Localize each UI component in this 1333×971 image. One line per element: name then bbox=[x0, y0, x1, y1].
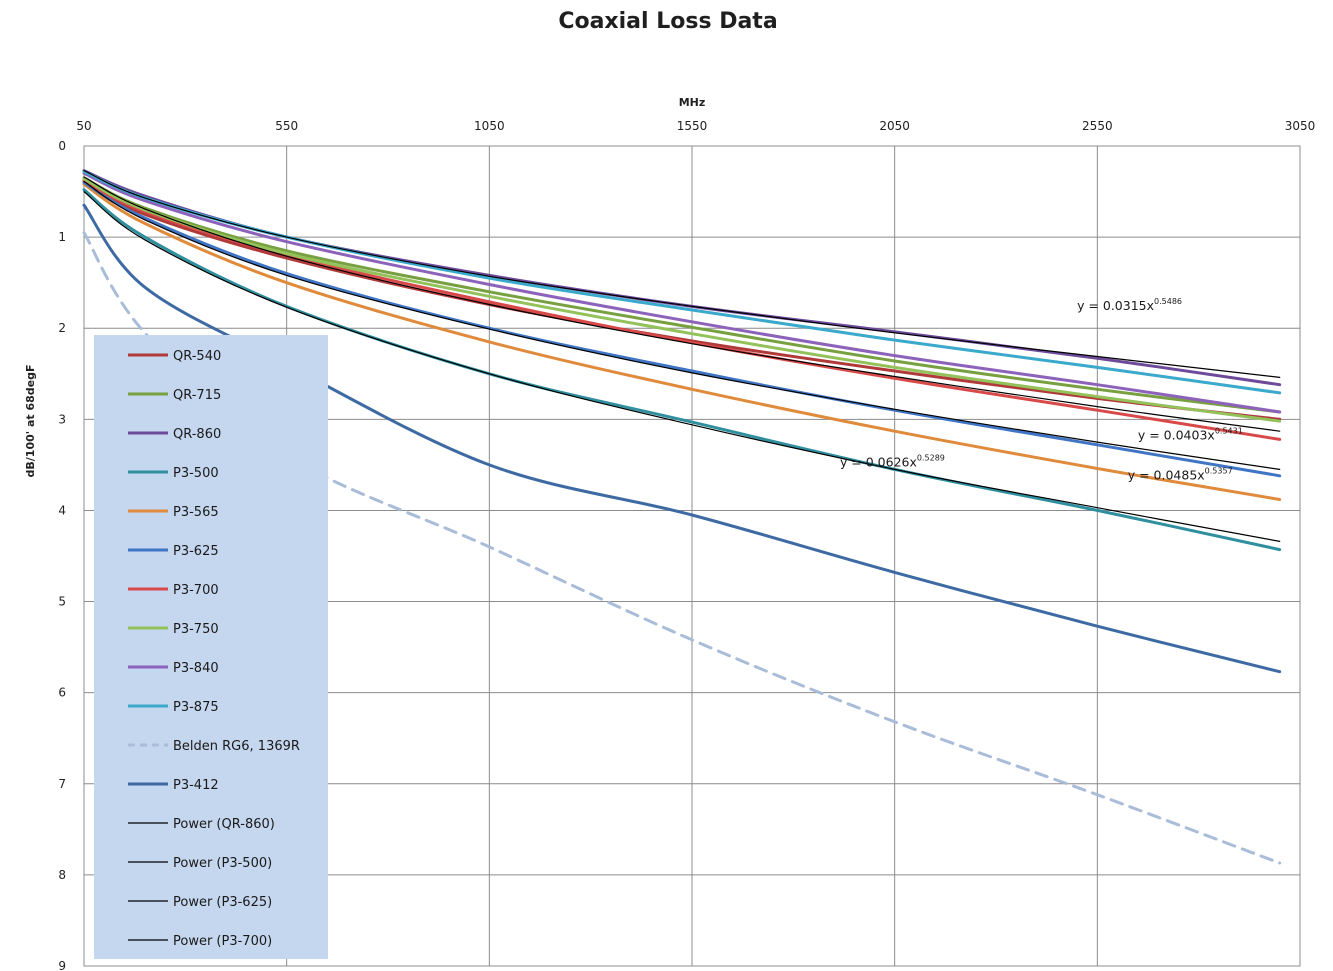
legend-label-power-p3-500: Power (P3-500) bbox=[173, 856, 272, 871]
x-tick-label: 1550 bbox=[677, 119, 708, 133]
y-tick-label: 7 bbox=[58, 777, 66, 791]
y-tick-label: 0 bbox=[58, 139, 66, 153]
legend-label-power-p3-700: Power (P3-700) bbox=[173, 934, 272, 949]
series-line-belden-rg6-1369r bbox=[82, 231, 1282, 865]
trendline-equation: y = 0.0403x0.5431 bbox=[1138, 426, 1243, 442]
trendline-equation: y = 0.0626x0.5289 bbox=[840, 454, 945, 470]
legend-label-belden-rg6-1369r: Belden RG6, 1369R bbox=[173, 739, 300, 754]
legend: QR-540 QR-715 QR-860 P3-500 P3-565 P3-625 P3-7… bbox=[94, 335, 328, 959]
y-tick-label: 8 bbox=[58, 868, 66, 882]
series-line-power-qr-860 bbox=[83, 170, 1281, 378]
series-line-p3-625 bbox=[82, 180, 1282, 478]
trendline-equation: y = 0.0485x0.5357 bbox=[1128, 466, 1233, 482]
y-tick-label: 1 bbox=[58, 230, 66, 244]
x-tick-label: 3050 bbox=[1285, 119, 1316, 133]
x-tick-label: 1050 bbox=[474, 119, 505, 133]
y-tick-label: 9 bbox=[58, 959, 66, 971]
legend-label-qr-715: QR-715 bbox=[173, 388, 221, 403]
legend-label-qr-860: QR-860 bbox=[173, 427, 221, 442]
legend-label-qr-540: QR-540 bbox=[173, 349, 221, 364]
legend-label-power-p3-625: Power (P3-625) bbox=[173, 895, 272, 910]
legend-label-p3-750: P3-750 bbox=[173, 622, 219, 637]
x-axis-title: MHz bbox=[679, 96, 706, 109]
axis-ticks: 50 550 1050 1550 2050 2550 3050 0 1 2 3 4 5 6 7 8 9 bbox=[58, 119, 1315, 971]
chart-title: Coaxial Loss Data bbox=[558, 9, 777, 34]
legend-label-p3-565: P3-565 bbox=[173, 505, 219, 520]
series-line-p3-412 bbox=[82, 203, 1282, 674]
series-line-p3-565 bbox=[82, 182, 1282, 501]
x-tick-label: 50 bbox=[76, 119, 91, 133]
y-tick-label: 3 bbox=[58, 412, 66, 426]
legend-label-power-qr-860: Power (QR-860) bbox=[173, 817, 275, 832]
legend-label-p3-500: P3-500 bbox=[173, 466, 219, 481]
legend-box bbox=[94, 335, 328, 959]
x-tick-label: 2550 bbox=[1082, 119, 1113, 133]
series-line-power-p3-625 bbox=[83, 180, 1281, 470]
legend-label-p3-840: P3-840 bbox=[173, 661, 219, 676]
series-line-power-p3-700 bbox=[83, 176, 1281, 432]
series-line-power-p3-500 bbox=[83, 191, 1281, 542]
y-tick-label: 6 bbox=[58, 686, 66, 700]
x-tick-label: 550 bbox=[275, 119, 298, 133]
series-line-p3-750 bbox=[82, 177, 1282, 423]
y-tick-label: 4 bbox=[58, 503, 66, 517]
trendline-equation: y = 0.0315x0.5486 bbox=[1077, 297, 1182, 313]
series-lines bbox=[82, 169, 1282, 865]
legend-label-p3-875: P3-875 bbox=[173, 700, 219, 715]
series-line-p3-840 bbox=[82, 171, 1282, 414]
y-tick-label: 2 bbox=[58, 321, 66, 335]
trendline-equations: y = 0.0315x0.5486 y = 0.0403x0.5431 y = 0.… bbox=[840, 297, 1243, 482]
legend-label-p3-625: P3-625 bbox=[173, 544, 219, 559]
legend-label-p3-700: P3-700 bbox=[173, 583, 219, 598]
y-tick-label: 5 bbox=[58, 595, 66, 609]
series-line-qr-715 bbox=[82, 176, 1282, 414]
series-line-p3-500 bbox=[82, 188, 1282, 552]
x-tick-label: 2050 bbox=[879, 119, 910, 133]
legend-label-p3-412: P3-412 bbox=[173, 778, 219, 793]
y-axis-title: dB/100' at 68degF bbox=[24, 365, 37, 478]
